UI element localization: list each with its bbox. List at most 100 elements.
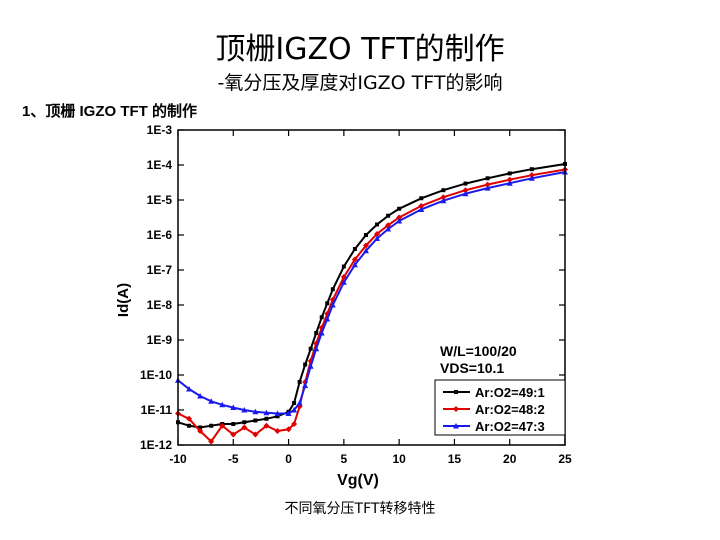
data-point-2 [263, 422, 270, 429]
x-tick-label: 0 [285, 452, 292, 466]
data-point-3 [313, 345, 320, 352]
data-point-3 [197, 393, 204, 399]
data-point-1 [275, 414, 280, 419]
data-point-2 [418, 202, 425, 209]
y-tick-label: 1E-7 [147, 263, 173, 277]
transfer-characteristics-chart: -10 -5 0 5 10 15 20 25 1E-3 1E-4 1E-5 1E-6 1E-7 1E-8 1… [115, 123, 572, 489]
data-point-1 [330, 287, 335, 292]
data-point-1 [325, 301, 330, 306]
data-point-3 [263, 409, 270, 416]
data-point-1 [375, 222, 380, 227]
data-point-2 [208, 438, 215, 445]
slide-title: 顶栅IGZO TFT的制作 [215, 32, 505, 67]
y-tick-label: 1E-10 [140, 368, 172, 382]
y-tick-label: 1E-8 [147, 298, 173, 312]
data-point-2 [241, 424, 248, 431]
x-tick-label: 5 [341, 452, 348, 466]
data-point-2 [197, 428, 204, 434]
data-point-3 [396, 218, 403, 224]
data-point-1 [308, 346, 313, 351]
data-point-2 [440, 194, 447, 201]
y-tick-label: 1E-9 [147, 333, 173, 347]
legend: Ar:O2=49:1 Ar:O2=48:2 Ar:O2=47:3 [434, 379, 566, 436]
data-point-3 [252, 408, 259, 415]
data-point-3 [484, 185, 491, 191]
slide-subtitle: -氧分压及厚度对IGZO TFT的影响 [217, 72, 503, 94]
data-point-3 [241, 407, 248, 413]
section-heading: 1、顶栅 IGZO TFT 的制作 [22, 103, 197, 120]
annotation-wl: W/L=100/20 [440, 343, 517, 359]
data-point-1 [314, 331, 319, 335]
data-point-1 [463, 181, 468, 186]
y-tick-label: 1E-3 [147, 123, 173, 137]
data-point-3 [462, 190, 469, 197]
data-point-2 [351, 256, 358, 263]
data-point-2 [374, 230, 381, 237]
data-point-2 [396, 214, 403, 221]
data-point-2 [528, 172, 535, 179]
y-tick-label: 1E-11 [141, 403, 173, 417]
data-point-3 [208, 398, 215, 404]
data-point-3 [318, 330, 325, 336]
data-point-3 [362, 247, 369, 254]
data-point-2 [274, 428, 281, 434]
data-point-2 [362, 242, 369, 249]
series-line-3 [177, 171, 566, 415]
data-point-1 [242, 420, 247, 425]
data-point-3 [186, 386, 193, 392]
y-tick-label: 1E-12 [140, 438, 172, 452]
x-tick-label: 15 [448, 452, 462, 466]
data-point-1 [363, 233, 368, 237]
y-tick-label: 1E-4 [147, 158, 173, 172]
data-point-1 [341, 264, 346, 269]
data-point-3 [440, 197, 447, 204]
data-point-2 [219, 422, 226, 429]
series-line-2 [177, 168, 566, 444]
data-point-2 [230, 431, 237, 438]
data-point-1 [297, 380, 302, 384]
data-point-2 [506, 176, 513, 183]
data-point-2 [285, 426, 292, 433]
data-point-2 [186, 415, 193, 422]
data-point-1 [485, 176, 490, 181]
data-point-1 [303, 362, 308, 367]
data-point-3 [351, 261, 358, 268]
data-point-3 [285, 410, 292, 416]
series-layer [175, 161, 568, 445]
data-point-1 [253, 418, 258, 423]
data-point-2 [462, 187, 469, 194]
ticks-layer: -10 -5 0 5 10 15 20 25 1E-3 1E-4 1E-5 1E-6 1E-7 1E-8 1… [140, 123, 572, 466]
x-tick-label: 20 [503, 452, 517, 466]
data-point-3 [506, 180, 513, 186]
y-tick-label: 1E-5 [147, 193, 173, 207]
data-point-1 [529, 167, 534, 172]
data-point-1 [231, 422, 236, 426]
legend-label-3: Ar:O2=47:3 [475, 419, 545, 434]
data-point-3 [324, 316, 331, 322]
legend-marker-2 [453, 406, 459, 412]
data-point-2 [291, 421, 298, 427]
data-point-3 [385, 226, 392, 232]
data-point-1 [441, 188, 446, 193]
data-point-1 [187, 423, 192, 428]
data-point-1 [507, 171, 512, 176]
data-point-1 [397, 206, 402, 211]
figure-caption: 不同氧分压TFT转移特性 [284, 501, 436, 517]
plot-frame [177, 129, 566, 446]
data-point-3 [374, 235, 381, 241]
legend-marker-1 [454, 390, 458, 394]
data-point-2 [385, 222, 392, 229]
data-point-3 [219, 401, 226, 408]
data-point-2 [484, 181, 491, 188]
data-point-1 [419, 196, 424, 201]
data-point-3 [307, 363, 314, 369]
x-tick-label: 10 [392, 452, 406, 466]
x-tick-label: -10 [169, 452, 187, 466]
legend-marker-3 [453, 423, 459, 429]
data-point-1 [264, 416, 269, 421]
annotation-vds: VDS=10.1 [440, 360, 504, 376]
x-axis-label: Vg(V) [337, 472, 379, 489]
data-point-1 [292, 401, 297, 405]
data-point-3 [340, 279, 347, 285]
data-point-1 [198, 425, 203, 430]
